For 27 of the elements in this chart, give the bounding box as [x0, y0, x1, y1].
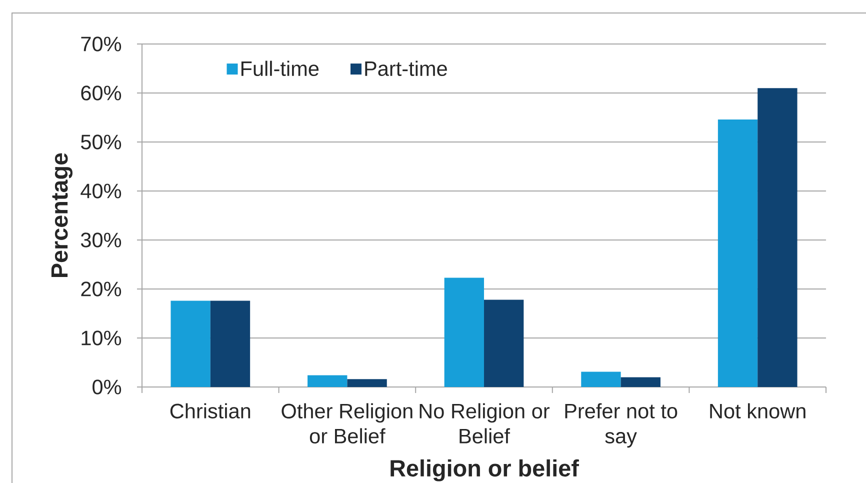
y-tick-label: 10% [82, 330, 122, 346]
bar [210, 300, 250, 387]
bar [718, 119, 758, 387]
bar [581, 372, 621, 387]
bar [170, 300, 210, 387]
y-axis-title: Percentage [51, 153, 72, 278]
x-axis-title: Religion or belief [390, 459, 579, 482]
y-tick-label: 0% [92, 380, 122, 394]
bar [484, 300, 524, 387]
x-tick-label: Prefer not to say [565, 403, 678, 448]
x-tick-label: Other Religion or Belief [282, 403, 412, 444]
legend-label: Full-time [241, 60, 319, 76]
legend-label: Part-time [365, 60, 447, 76]
x-tick-label: Christian [170, 403, 250, 418]
y-tick-label: 30% [80, 232, 122, 248]
bar [620, 377, 660, 387]
x-tick-label: Not known [710, 403, 806, 418]
bar [308, 375, 348, 387]
y-tick-label: 70% [81, 36, 122, 52]
y-tick-label: 40% [80, 184, 122, 198]
y-tick-label: 50% [81, 134, 122, 150]
y-tick-label: 60% [81, 86, 122, 100]
x-tick-label: No Religion or Belief [420, 403, 550, 444]
y-tick-label: 20% [81, 282, 122, 296]
bar [347, 379, 387, 387]
bar [758, 88, 798, 387]
bar [444, 278, 484, 387]
